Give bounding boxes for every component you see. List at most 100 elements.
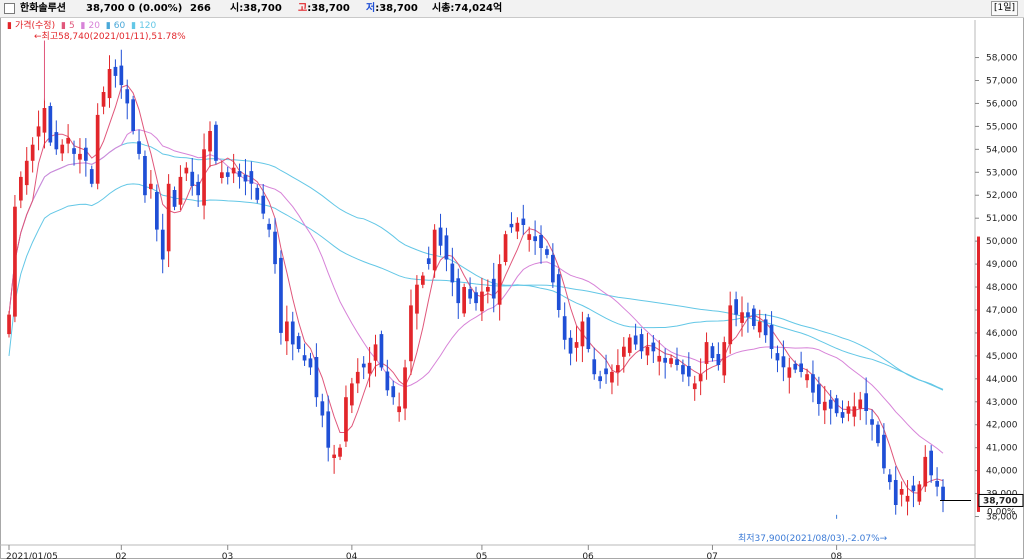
candle-body[interactable] [781, 356, 786, 368]
candle-body[interactable] [243, 174, 248, 182]
candle-body[interactable] [645, 346, 650, 356]
candle-body[interactable] [864, 393, 868, 411]
candle-body[interactable] [172, 190, 177, 207]
candle-body[interactable] [60, 144, 65, 154]
candle-body[interactable] [752, 308, 756, 326]
candle-body[interactable] [822, 401, 827, 411]
candle-body[interactable] [515, 222, 520, 232]
candle-body[interactable] [155, 192, 159, 230]
candle-body[interactable] [870, 419, 874, 425]
candle-body[interactable] [852, 406, 857, 417]
candle-body[interactable] [610, 371, 614, 383]
candle-body[interactable] [846, 406, 851, 414]
candle-body[interactable] [627, 337, 632, 353]
candle-body[interactable] [840, 412, 845, 418]
candle-body[interactable] [255, 187, 260, 200]
candle-body[interactable] [604, 368, 608, 375]
candle-body[interactable] [379, 334, 384, 368]
candle-body[interactable] [657, 355, 662, 362]
candle-body[interactable] [923, 456, 928, 487]
candle-body[interactable] [692, 383, 697, 390]
candle-body[interactable] [13, 206, 17, 317]
candle-body[interactable] [805, 374, 809, 381]
candle-body[interactable] [622, 346, 626, 357]
candle-body[interactable] [462, 287, 466, 314]
candle-body[interactable] [208, 131, 212, 152]
candle-body[interactable] [651, 342, 656, 352]
candle-body[interactable] [639, 334, 644, 352]
candle-body[interactable] [391, 386, 396, 398]
candle-body[interactable] [521, 218, 526, 225]
candle-body[interactable] [78, 153, 82, 160]
candle-body[interactable] [131, 99, 135, 131]
candle-body[interactable] [876, 424, 880, 444]
candle-body[interactable] [350, 383, 354, 406]
candle-body[interactable] [214, 124, 218, 161]
candle-body[interactable] [574, 342, 579, 348]
candle-body[interactable] [687, 366, 691, 377]
candle-body[interactable] [237, 171, 242, 177]
candle-body[interactable] [917, 484, 922, 502]
candle-body[interactable] [137, 141, 141, 154]
candle-body[interactable] [415, 284, 419, 314]
candle-body[interactable] [681, 365, 685, 375]
candle-body[interactable] [893, 480, 898, 505]
candle-body[interactable] [261, 195, 266, 214]
select-checkbox[interactable] [4, 3, 15, 14]
candle-body[interactable] [279, 257, 283, 333]
candle-body[interactable] [775, 353, 780, 361]
candle-body[interactable] [757, 321, 762, 333]
candle-body[interactable] [24, 160, 29, 186]
candle-body[interactable] [7, 314, 11, 335]
candle-body[interactable] [332, 454, 336, 458]
candle-body[interactable] [716, 354, 721, 365]
candle-body[interactable] [509, 223, 514, 228]
candle-body[interactable] [267, 223, 271, 230]
candle-body[interactable] [421, 275, 425, 285]
candle-body[interactable] [456, 278, 461, 304]
candle-body[interactable] [491, 278, 496, 299]
candle-body[interactable] [598, 376, 602, 382]
candle-body[interactable] [143, 156, 147, 196]
stock-name[interactable]: 한화솔루션 [20, 3, 66, 14]
candle-body[interactable] [89, 169, 94, 184]
candle-body[interactable] [285, 321, 289, 342]
candle-body[interactable] [361, 363, 366, 368]
candle-body[interactable] [326, 411, 331, 448]
candle-body[interactable] [344, 397, 348, 442]
candle-body[interactable] [663, 357, 667, 363]
candle-body[interactable] [828, 399, 833, 409]
candle-body[interactable] [539, 234, 543, 248]
candle-body[interactable] [48, 106, 53, 143]
candle-body[interactable] [562, 316, 567, 340]
candle-body[interactable] [793, 363, 798, 370]
candle-body[interactable] [66, 137, 70, 144]
candle-body[interactable] [899, 489, 904, 495]
candle-body[interactable] [220, 172, 224, 178]
candle-body[interactable] [403, 367, 407, 409]
candle-body[interactable] [882, 434, 886, 469]
interval-selector[interactable]: [1일] [990, 1, 1018, 16]
candle-body[interactable] [72, 148, 76, 154]
candle-body[interactable] [799, 363, 803, 373]
candle-body[interactable] [911, 485, 916, 492]
candle-body[interactable] [763, 319, 768, 336]
candle-body[interactable] [19, 176, 23, 201]
candle-body[interactable] [107, 69, 112, 99]
candle-body[interactable] [817, 384, 821, 404]
candle-body[interactable] [397, 406, 401, 413]
candle-body[interactable] [113, 66, 118, 76]
candle-body[interactable] [355, 371, 360, 384]
candle-body[interactable] [746, 312, 750, 317]
candle-body[interactable] [497, 264, 502, 305]
candle-body[interactable] [704, 342, 709, 364]
candle-body[interactable] [580, 321, 585, 347]
candle-body[interactable] [225, 172, 230, 177]
candle-body[interactable] [196, 181, 200, 196]
candle-body[interactable] [338, 447, 342, 457]
candle-body[interactable] [503, 234, 508, 262]
candle-body[interactable] [101, 92, 106, 107]
candle-body[interactable] [190, 171, 195, 186]
candle-body[interactable] [710, 346, 715, 359]
candle-body[interactable] [178, 176, 183, 205]
